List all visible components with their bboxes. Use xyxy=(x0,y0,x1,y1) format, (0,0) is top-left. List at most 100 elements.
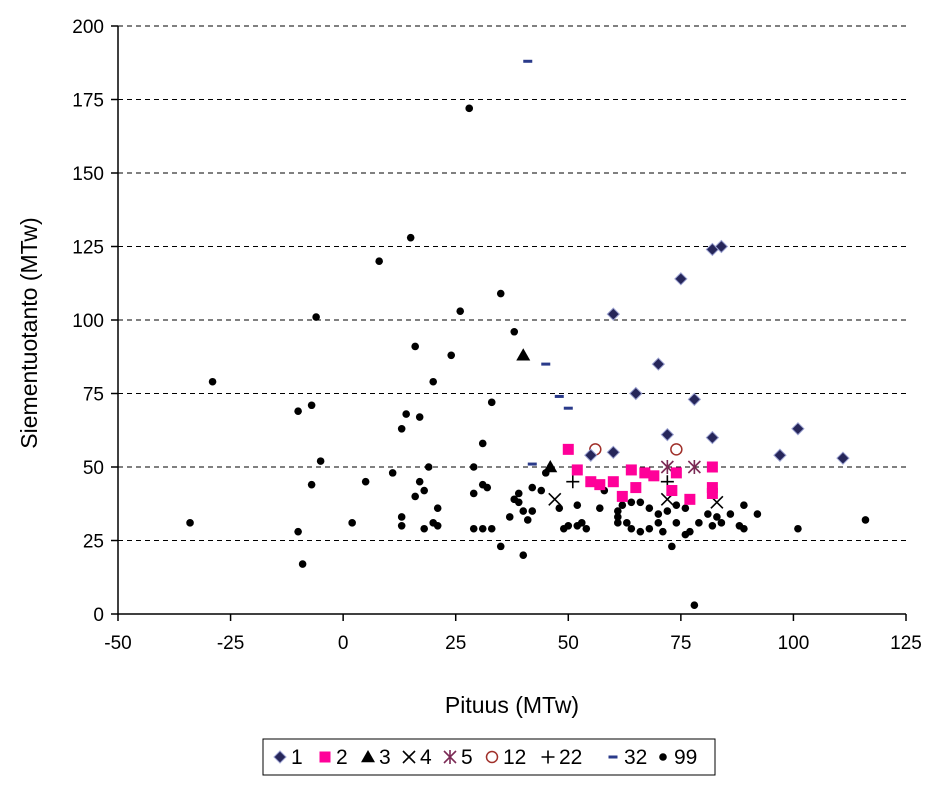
point-series-99 xyxy=(686,527,694,536)
point-series-99 xyxy=(559,524,568,533)
point-series-99 xyxy=(523,516,532,524)
point-series-1 xyxy=(651,357,666,371)
series-32 xyxy=(523,59,573,466)
series-99 xyxy=(186,104,870,609)
legend-marker-99 xyxy=(659,753,667,761)
point-series-99 xyxy=(717,519,726,527)
point-series-32 xyxy=(554,394,564,398)
point-series-99 xyxy=(469,463,478,471)
legend-marker-3 xyxy=(361,750,375,763)
legend-label-1: 1 xyxy=(291,746,303,769)
point-series-99 xyxy=(645,524,654,533)
point-series-99 xyxy=(577,519,586,527)
point-series-99 xyxy=(496,542,505,551)
point-series-99 xyxy=(375,257,383,266)
point-series-99 xyxy=(627,524,636,533)
point-series-1 xyxy=(791,422,805,436)
point-series-2 xyxy=(630,482,642,494)
data-points xyxy=(186,59,870,609)
legend-label-22: 22 xyxy=(559,746,582,769)
y-tick-label: 150 xyxy=(72,164,104,185)
point-series-99 xyxy=(415,477,424,486)
legend-label-3: 3 xyxy=(379,746,391,769)
point-series-99 xyxy=(208,377,217,386)
y-tick-label: 50 xyxy=(83,458,104,479)
point-series-99 xyxy=(456,307,465,315)
legend-label-2: 2 xyxy=(336,746,348,769)
point-series-99 xyxy=(861,516,870,524)
series-12 xyxy=(589,443,683,456)
point-series-99 xyxy=(510,327,519,336)
point-series-2 xyxy=(648,470,660,482)
point-series-99 xyxy=(397,522,406,530)
point-series-99 xyxy=(510,495,519,504)
point-series-99 xyxy=(627,498,636,507)
point-series-99 xyxy=(573,501,582,510)
point-series-99 xyxy=(433,504,442,512)
point-series-2 xyxy=(585,476,597,488)
legend-label-4: 4 xyxy=(420,746,432,769)
point-series-1 xyxy=(660,427,675,442)
legend-label-5: 5 xyxy=(461,746,473,769)
legend-marker-2 xyxy=(319,751,331,763)
point-series-99 xyxy=(654,510,663,518)
point-series-99 xyxy=(614,519,622,527)
point-series-99 xyxy=(704,510,712,518)
point-series-99 xyxy=(487,398,496,407)
point-series-1 xyxy=(705,430,720,445)
point-series-99 xyxy=(596,504,604,512)
point-series-2 xyxy=(616,490,628,502)
point-series-2 xyxy=(670,467,682,479)
point-series-99 xyxy=(424,463,433,471)
point-series-99 xyxy=(614,513,622,521)
point-series-3 xyxy=(543,460,558,473)
point-series-99 xyxy=(681,504,690,512)
point-series-99 xyxy=(294,407,302,415)
point-series-1 xyxy=(606,445,621,460)
point-series-99 xyxy=(411,492,419,501)
point-series-99 xyxy=(496,289,505,298)
point-series-99 xyxy=(465,104,474,113)
point-series-3 xyxy=(516,348,531,361)
point-series-1 xyxy=(674,272,688,286)
point-series-99 xyxy=(753,510,762,518)
point-series-5 xyxy=(687,460,701,474)
point-series-2 xyxy=(706,461,718,473)
point-series-99 xyxy=(397,424,406,433)
point-series-99 xyxy=(312,313,320,321)
point-series-99 xyxy=(429,377,438,386)
x-tick-label: -25 xyxy=(217,633,244,654)
point-series-2 xyxy=(706,487,718,499)
legend-marker-22 xyxy=(541,750,555,764)
y-tick-label: 75 xyxy=(83,385,104,406)
point-series-99 xyxy=(713,513,721,521)
axes xyxy=(111,25,907,621)
point-series-1 xyxy=(714,239,729,254)
point-series-99 xyxy=(519,551,528,559)
point-series-1 xyxy=(629,386,643,401)
legend: 1 2 3 4 5 12 22 32 99 xyxy=(262,738,716,776)
legend-marker-12 xyxy=(485,750,499,764)
point-series-99 xyxy=(672,501,681,510)
y-tick-label: 125 xyxy=(72,238,104,259)
point-series-99 xyxy=(623,519,631,527)
point-series-99 xyxy=(636,527,645,536)
y-tick-label: 25 xyxy=(83,532,104,553)
point-series-99 xyxy=(411,342,419,351)
point-series-2 xyxy=(639,467,651,479)
point-series-1 xyxy=(773,448,787,462)
point-series-99 xyxy=(307,480,316,489)
point-series-99 xyxy=(726,510,735,518)
point-series-99 xyxy=(402,410,410,418)
point-series-2 xyxy=(706,482,718,494)
point-series-99 xyxy=(420,486,428,495)
point-series-99 xyxy=(528,483,537,492)
point-series-99 xyxy=(361,477,370,486)
point-series-99 xyxy=(469,524,478,533)
point-series-99 xyxy=(537,486,546,495)
point-series-99 xyxy=(186,519,194,527)
point-series-2 xyxy=(607,476,619,488)
point-series-99 xyxy=(514,489,523,498)
legend-marker-32 xyxy=(608,755,618,759)
